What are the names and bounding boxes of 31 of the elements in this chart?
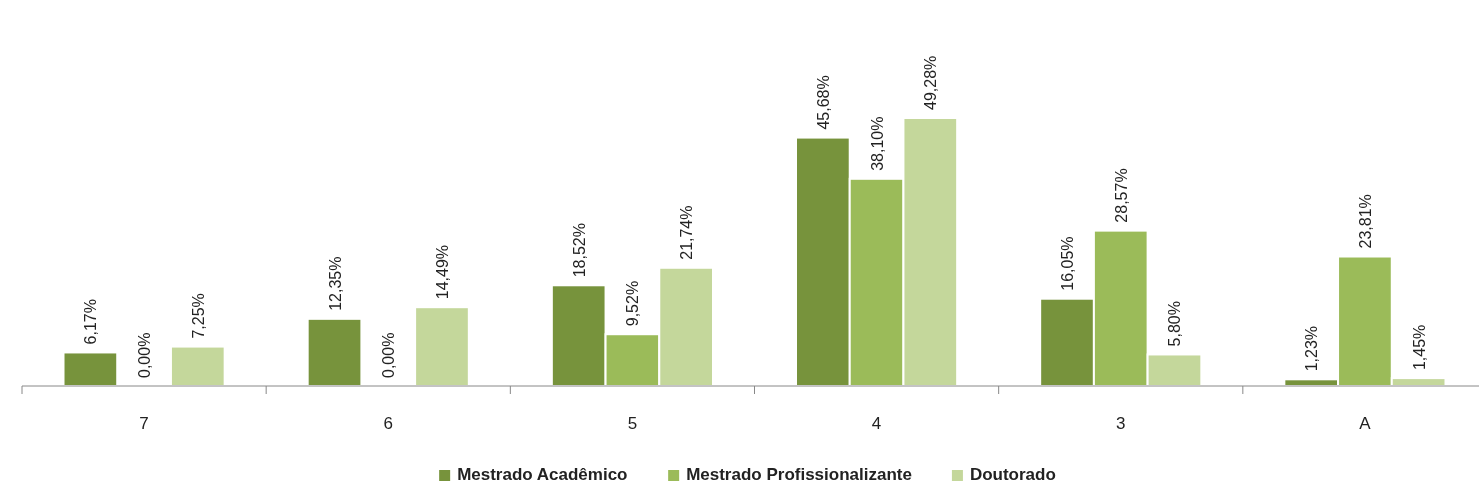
data-label: 6,17% xyxy=(82,299,100,345)
data-label: 14,49% xyxy=(433,244,451,300)
data-label: 1,23% xyxy=(1303,325,1321,372)
x-tick-label: A xyxy=(1359,414,1372,433)
data-label: 0,00% xyxy=(136,332,154,378)
x-tick-label: 3 xyxy=(1116,414,1126,433)
data-label: 5,80% xyxy=(1166,301,1184,347)
data-label: 9,52% xyxy=(624,280,642,327)
data-label: 7,25% xyxy=(189,293,207,339)
x-tick-label: 4 xyxy=(871,414,882,433)
x-tick-label: 7 xyxy=(139,414,149,433)
data-label: 16,05% xyxy=(1059,236,1077,291)
bar xyxy=(306,317,363,387)
bar xyxy=(62,351,119,387)
legend-label: Mestrado Profissionalizante xyxy=(686,465,912,484)
legend-label: Mestrado Acadêmico xyxy=(457,465,628,484)
x-tick-label: 5 xyxy=(627,414,638,433)
data-label: 12,35% xyxy=(326,256,344,311)
data-label: 49,28% xyxy=(922,55,940,110)
legend-label: Doutorado xyxy=(969,465,1056,484)
x-tick-label: 6 xyxy=(383,414,393,433)
data-label: 23,81% xyxy=(1356,194,1374,249)
data-label: 28,57% xyxy=(1112,168,1130,223)
data-label: 21,74% xyxy=(678,205,696,260)
data-label: 38,10% xyxy=(868,116,886,171)
data-label: 45,68% xyxy=(814,75,832,130)
bar xyxy=(414,306,470,387)
data-label: 1,45% xyxy=(1410,324,1428,371)
bar xyxy=(169,345,226,387)
data-label: 0,00% xyxy=(380,332,398,378)
data-label: 18,52% xyxy=(570,223,588,278)
